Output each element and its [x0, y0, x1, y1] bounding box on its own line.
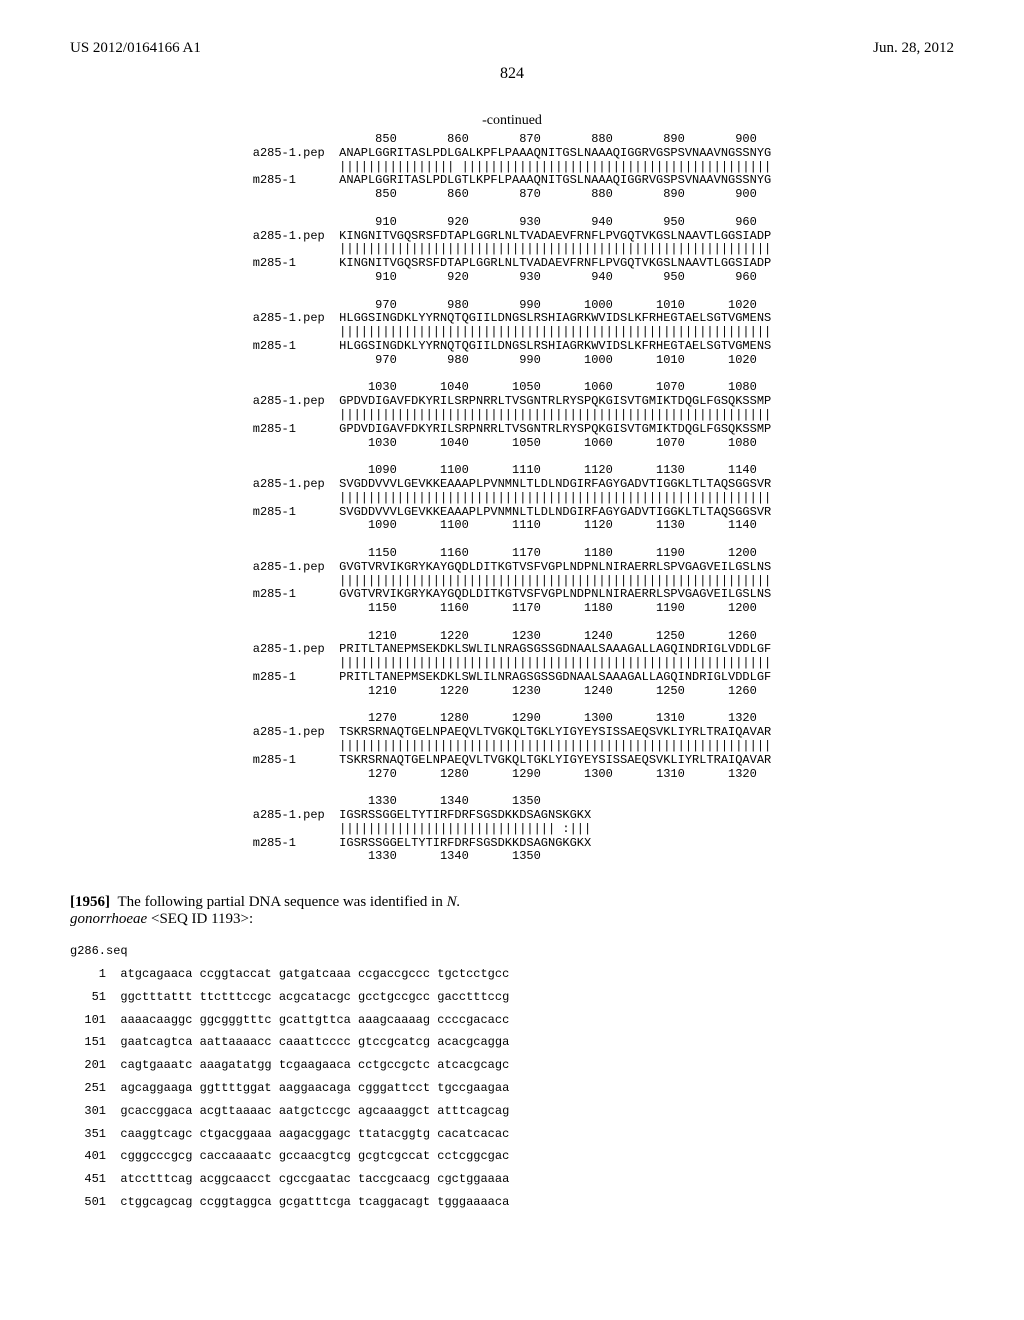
para-text-after: <SEQ ID 1193>: — [147, 911, 253, 927]
pub-number: US 2012/0164166 A1 — [70, 40, 201, 57]
paragraph-1956: [1956] The following partial DNA sequenc… — [70, 894, 490, 928]
para-number: [1956] — [70, 894, 110, 910]
header-row: US 2012/0164166 A1 Jun. 28, 2012 — [70, 40, 954, 57]
pub-date: Jun. 28, 2012 — [873, 40, 954, 57]
para-text-before: The following partial DNA sequence was i… — [118, 894, 447, 910]
sequence-alignment: 850 860 870 880 890 900 a285-1.pep ANAPL… — [253, 133, 771, 864]
page-number: 824 — [70, 65, 954, 83]
continued-label: -continued — [70, 113, 954, 129]
dna-sequence-block: g286.seq 1 atgcagaaca ccggtaccat gatgatc… — [70, 940, 954, 1214]
page: US 2012/0164166 A1 Jun. 28, 2012 824 -co… — [0, 0, 1024, 1274]
